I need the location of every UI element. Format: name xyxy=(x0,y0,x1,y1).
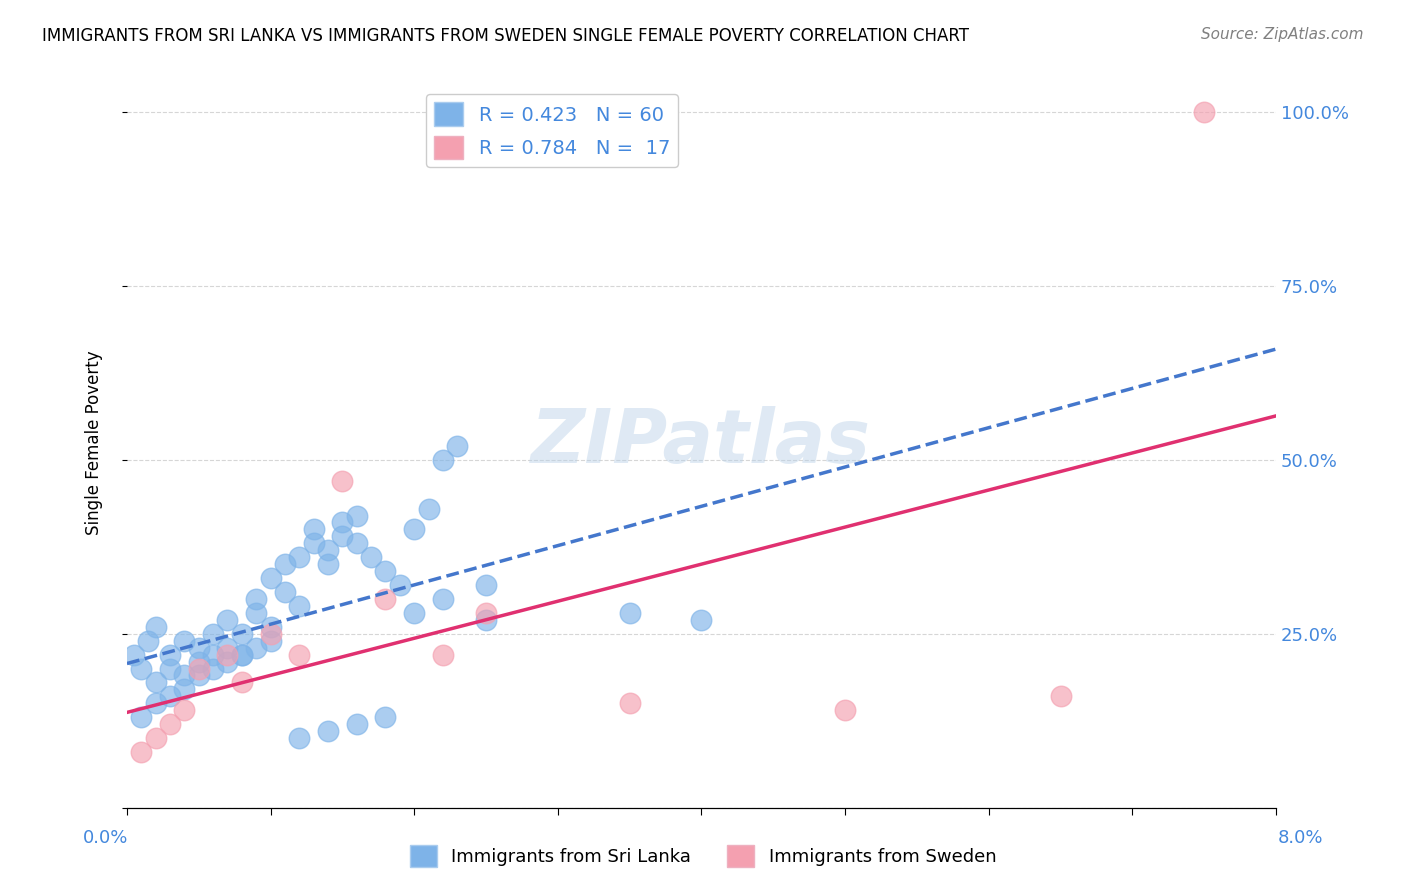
Point xyxy=(1049,690,1071,704)
Point xyxy=(360,550,382,565)
Text: 0.0%: 0.0% xyxy=(83,829,128,847)
Legend: R = 0.423   N = 60, R = 0.784   N =  17: R = 0.423 N = 60, R = 0.784 N = 17 xyxy=(426,95,678,167)
Point xyxy=(187,655,209,669)
Point xyxy=(1192,105,1215,120)
Point xyxy=(316,558,339,572)
Point xyxy=(288,550,311,565)
Point xyxy=(259,626,281,640)
Point xyxy=(217,640,239,655)
Point xyxy=(690,613,713,627)
Point xyxy=(245,606,267,620)
Point xyxy=(173,682,195,697)
Point xyxy=(173,668,195,682)
Point xyxy=(330,516,353,530)
Point xyxy=(432,453,454,467)
Point xyxy=(302,523,325,537)
Legend: Immigrants from Sri Lanka, Immigrants from Sweden: Immigrants from Sri Lanka, Immigrants fr… xyxy=(402,838,1004,874)
Point xyxy=(202,648,225,662)
Point xyxy=(173,703,195,717)
Point xyxy=(274,558,297,572)
Point xyxy=(346,508,368,523)
Point xyxy=(288,731,311,745)
Point xyxy=(231,648,253,662)
Point xyxy=(288,599,311,613)
Y-axis label: Single Female Poverty: Single Female Poverty xyxy=(86,351,103,535)
Point xyxy=(231,626,253,640)
Point xyxy=(288,648,311,662)
Point xyxy=(274,585,297,599)
Point xyxy=(145,620,167,634)
Point xyxy=(404,606,426,620)
Point xyxy=(446,439,468,453)
Point xyxy=(302,536,325,550)
Point xyxy=(432,592,454,607)
Text: Source: ZipAtlas.com: Source: ZipAtlas.com xyxy=(1201,27,1364,42)
Point xyxy=(145,731,167,745)
Point xyxy=(159,690,181,704)
Point xyxy=(129,710,152,724)
Text: IMMIGRANTS FROM SRI LANKA VS IMMIGRANTS FROM SWEDEN SINGLE FEMALE POVERTY CORREL: IMMIGRANTS FROM SRI LANKA VS IMMIGRANTS … xyxy=(42,27,969,45)
Point xyxy=(145,675,167,690)
Point xyxy=(475,578,498,592)
Point xyxy=(259,571,281,585)
Point xyxy=(245,592,267,607)
Point xyxy=(187,668,209,682)
Point xyxy=(173,633,195,648)
Point xyxy=(159,717,181,731)
Point xyxy=(404,523,426,537)
Point xyxy=(129,661,152,675)
Point xyxy=(231,675,253,690)
Point xyxy=(388,578,411,592)
Point xyxy=(330,529,353,543)
Point xyxy=(217,648,239,662)
Point xyxy=(475,613,498,627)
Point xyxy=(432,648,454,662)
Point xyxy=(187,661,209,675)
Point xyxy=(217,655,239,669)
Point xyxy=(202,661,225,675)
Point xyxy=(346,717,368,731)
Point xyxy=(418,501,440,516)
Text: 8.0%: 8.0% xyxy=(1278,829,1323,847)
Point xyxy=(316,543,339,558)
Point xyxy=(346,536,368,550)
Point xyxy=(202,626,225,640)
Point xyxy=(259,620,281,634)
Point xyxy=(475,606,498,620)
Point xyxy=(217,613,239,627)
Point xyxy=(122,648,145,662)
Point xyxy=(834,703,856,717)
Point xyxy=(374,592,396,607)
Point xyxy=(187,640,209,655)
Point xyxy=(259,633,281,648)
Point xyxy=(145,696,167,710)
Point xyxy=(619,696,641,710)
Point xyxy=(619,606,641,620)
Point xyxy=(374,564,396,578)
Point xyxy=(129,745,152,759)
Text: ZIPatlas: ZIPatlas xyxy=(531,406,872,479)
Point xyxy=(138,633,160,648)
Point xyxy=(159,648,181,662)
Point xyxy=(159,661,181,675)
Point xyxy=(245,640,267,655)
Point xyxy=(374,710,396,724)
Point xyxy=(231,648,253,662)
Point xyxy=(330,474,353,488)
Point xyxy=(316,724,339,739)
